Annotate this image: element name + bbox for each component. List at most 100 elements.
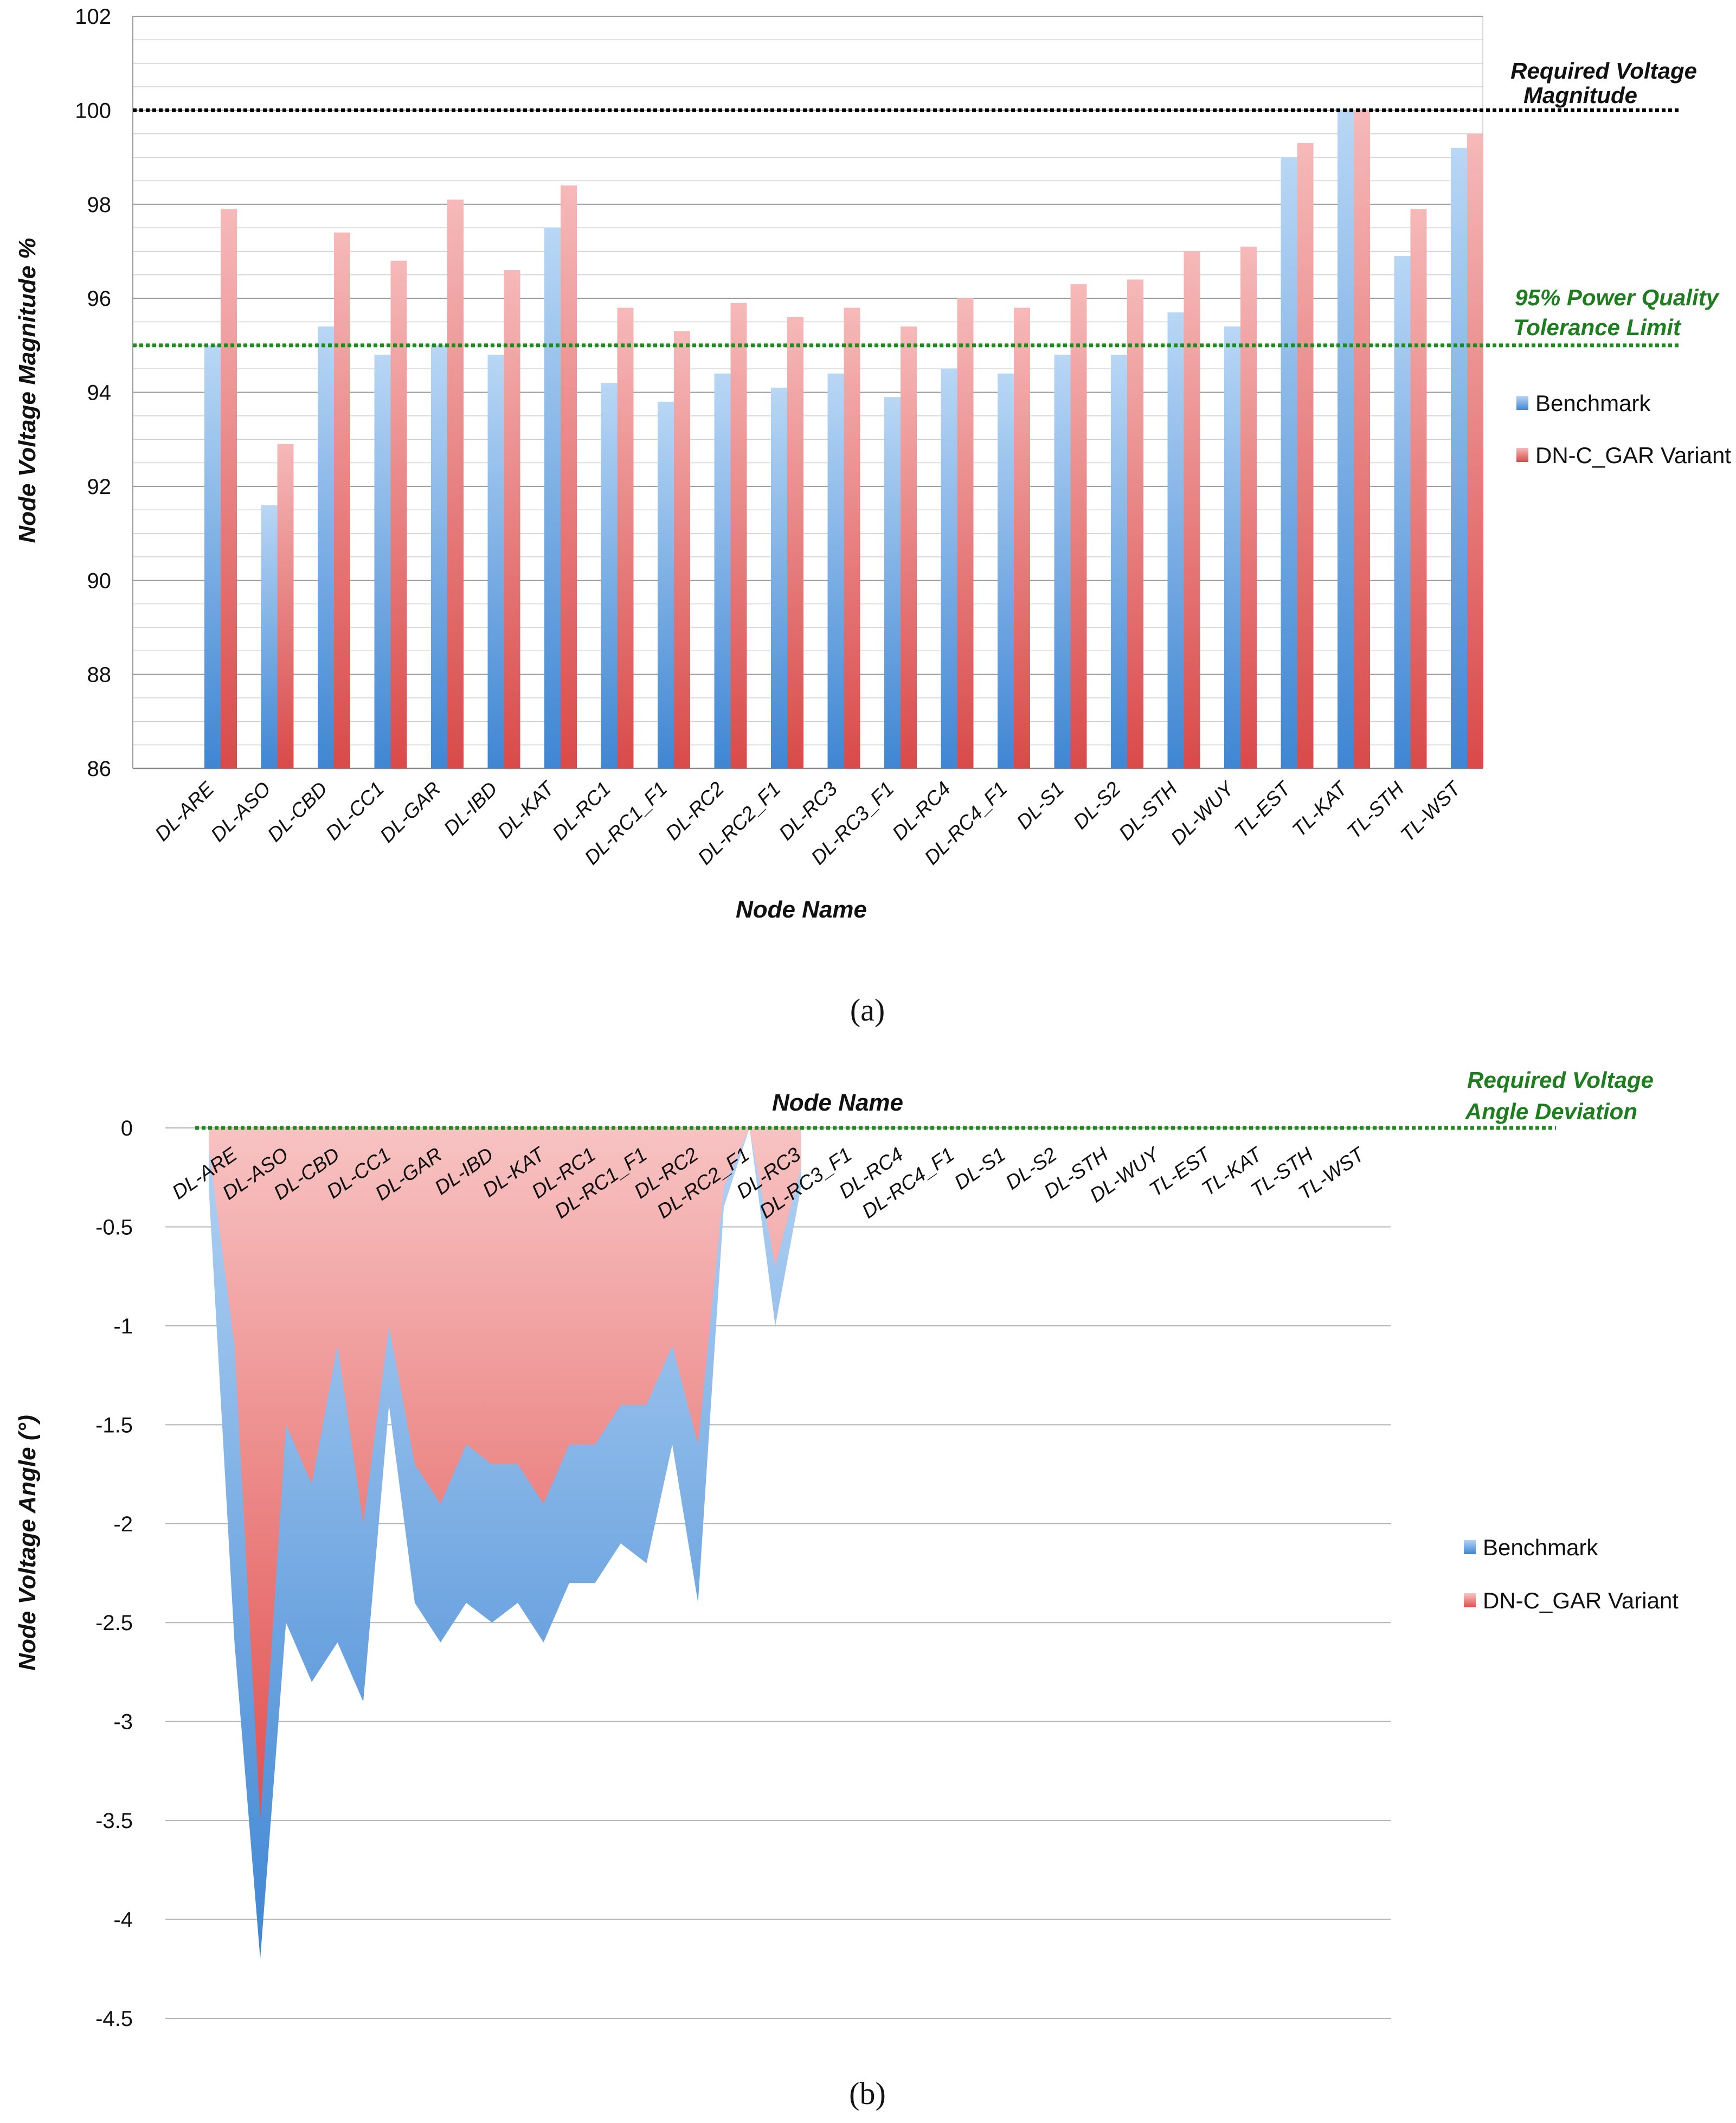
chart-a-category-label: DL-IBD [439,778,501,840]
chart-a-bar-variant [617,307,634,768]
chart-b-ytick-label: -3 [113,1710,133,1734]
chart-b-ytick-label: -4 [113,1908,133,1932]
chart-a-required-annotation-line1: Required Voltage [1510,58,1697,84]
chart-a-bar-variant [1240,246,1257,768]
chart-a-ytick-label: 100 [75,99,111,123]
chart-a-reference-lines [133,108,1681,348]
chart-b-category-label: DL-S1 [950,1143,1010,1194]
chart-a-bar-benchmark [374,355,391,768]
chart-b-ytick-label: -3.5 [95,1809,133,1833]
chart-a-legend: Benchmark DN-C_GAR Variant [1516,390,1731,468]
chart-a-bar-benchmark [771,387,787,768]
chart-b-voltage-angle: 0-0.5-1-1.5-2-2.5-3-3.5-4-4.5 DL-AREDL-A… [14,1067,1679,2111]
chart-a-bar-variant [1070,284,1087,768]
chart-b-ytick-label: -0.5 [95,1215,133,1239]
chart-a-bar-benchmark [827,373,844,768]
chart-a-ytick-label: 98 [87,193,112,217]
chart-a-bar-benchmark [601,383,618,768]
chart-a-bar-variant [674,331,690,768]
chart-a-bar-variant [1184,251,1200,768]
chart-b-required-annotation-line2: Angle Deviation [1465,1099,1637,1124]
chart-b-legend-label-variant: DN-C_GAR Variant [1483,1588,1679,1613]
chart-b-ytick-label: -2 [113,1512,133,1536]
chart-a-bar-variant [561,185,577,769]
chart-a-category-label: DL-S1 [1012,778,1068,833]
chart-a-bar-benchmark [261,505,278,768]
chart-a-gridlines [132,16,1483,769]
chart-a-xlabel: Node Name [736,896,867,923]
chart-a-required-annotation-line2: Magnitude [1523,82,1637,108]
chart-a-tolerance-annotation-line1: 95% Power Quality [1515,285,1720,311]
chart-a-bar-variant [447,200,464,768]
chart-a-category-label: DL-ASO [207,778,275,846]
chart-a-category-label: DL-CBD [263,778,331,846]
chart-a-bar-benchmark [941,369,957,768]
chart-a-bar-benchmark [487,355,504,768]
chart-b-legend-swatch-variant [1464,1593,1476,1607]
chart-a-bar-benchmark [1338,110,1354,768]
chart-a-bar-benchmark [1167,312,1184,768]
chart-b-legend: Benchmark DN-C_GAR Variant [1464,1535,1679,1613]
chart-a-bar-variant [504,270,520,768]
chart-b-areas [209,1128,801,1959]
chart-a-legend-swatch-benchmark [1516,396,1528,410]
chart-a-ytick-label: 96 [87,287,112,311]
chart-a-bar-benchmark [658,401,674,768]
chart-b-xlabel: Node Name [772,1089,903,1116]
chart-b-y-ticks: 0 -0.5 -1 -1.5 -2 -2.5 -3 -3.5 -4 -4.5 [95,1117,133,2031]
chart-a-ylabel: Node Voltage Magnitude % [14,238,41,543]
chart-a-bar-benchmark [1394,256,1411,768]
chart-a-ytick-label: 90 [87,569,112,593]
chart-a-bar-variant [221,209,237,769]
chart-a-category-label: TL-EST [1230,777,1296,842]
chart-a-bar-variant [390,260,407,768]
chart-a-ytick-label: 102 [75,5,111,29]
chart-b-legend-swatch-benchmark [1464,1540,1476,1554]
chart-a-ytick-label: 86 [87,757,112,781]
chart-a-bar-benchmark [1281,157,1297,768]
chart-a-ytick-label: 88 [87,663,112,687]
chart-a-bar-benchmark [1054,355,1071,768]
chart-a-category-label: DL-ARE [151,777,219,845]
chart-a-bar-variant [1467,133,1483,768]
chart-a-bar-variant [277,444,294,768]
chart-b-ytick-label: -1 [113,1314,133,1338]
chart-b-ytick-label: -1.5 [95,1413,133,1437]
chart-a-y-ticks: 86 88 90 92 94 96 98 100 102 [75,5,111,781]
chart-a-bar-variant [1014,307,1030,768]
chart-a-panel-label: (a) [850,992,885,1028]
chart-a-bar-variant [1410,209,1427,769]
chart-a-bar-benchmark [998,373,1014,768]
chart-a-bar-benchmark [544,228,561,768]
chart-a-bar-variant [1127,279,1143,768]
chart-a-bar-benchmark [714,373,731,768]
chart-a-category-label: DL-GAR [376,778,445,847]
chart-a-category-label: TL-KAT [1288,777,1352,841]
chart-a-bar-variant [787,317,803,768]
chart-a-bar-variant [730,303,747,768]
chart-a-category-labels: DL-AREDL-ASODL-CBDDL-CC1DL-GARDL-IBDDL-K… [151,777,1466,869]
chart-a-ytick-label: 94 [87,381,112,405]
chart-a-bar-variant [957,298,974,768]
chart-a-bar-benchmark [318,326,334,768]
chart-a-category-label: DL-KAT [493,777,560,843]
chart-a-bars [204,110,1483,769]
chart-a-bar-variant [1354,110,1370,768]
chart-b-ytick-label: 0 [121,1117,133,1140]
chart-a-category-label: DL-WUY [1166,777,1239,849]
chart-a-bar-benchmark [204,345,221,768]
chart-a-bar-variant [334,232,350,768]
chart-a-bar-variant [844,307,860,768]
chart-a-bar-variant [901,326,917,768]
chart-b-ytick-label: -2.5 [95,1611,133,1635]
chart-a-bar-benchmark [884,397,901,768]
chart-a-category-label: DL-S2 [1069,777,1124,833]
chart-b-ylabel: Node Voltage Angle (°) [14,1415,41,1670]
chart-b-area-variant [209,1128,801,1821]
chart-a-legend-swatch-variant [1516,448,1528,462]
chart-a-category-label: TL-WST [1396,777,1465,846]
chart-a-legend-label-benchmark: Benchmark [1535,390,1651,416]
chart-a-bar-benchmark [1224,326,1240,768]
chart-a-bar-benchmark [1111,355,1127,768]
